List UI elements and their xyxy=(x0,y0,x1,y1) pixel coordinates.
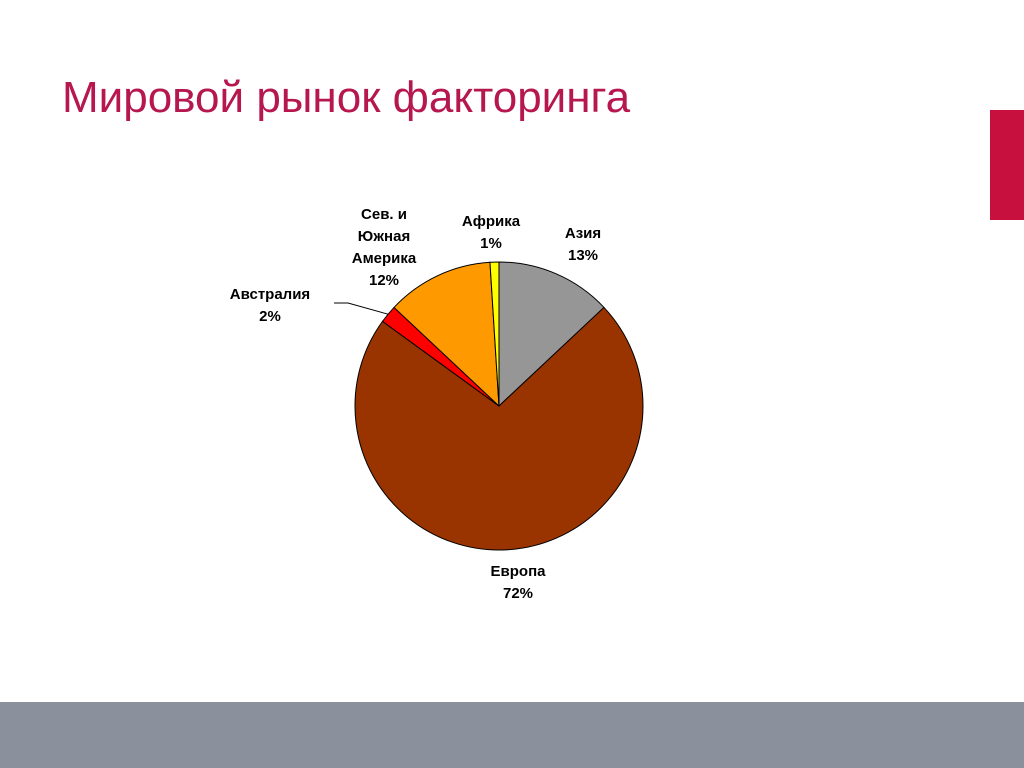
pie-slice xyxy=(393,261,500,408)
label-leader-line xyxy=(334,302,389,315)
pie-data-label: Африка 1% xyxy=(462,213,521,252)
slide-title: Мировой рынок факторинга xyxy=(62,73,631,122)
pie-data-label: Азия 13% xyxy=(565,225,601,264)
footer-band xyxy=(0,702,1024,768)
pie-data-label: Европа 72% xyxy=(491,563,547,602)
pie-data-label: Австралия 2% xyxy=(230,286,310,325)
accent-bar xyxy=(990,110,1024,220)
pie-slice xyxy=(489,261,500,407)
pie-data-label: Сев. и Южная Америка 12% xyxy=(352,206,417,289)
pie-chart: Азия 13% Европа 72% Австралия 2% Сев. и Южная Ам… xyxy=(230,206,644,602)
pie-slice xyxy=(354,306,644,551)
pie-slice xyxy=(498,261,605,408)
